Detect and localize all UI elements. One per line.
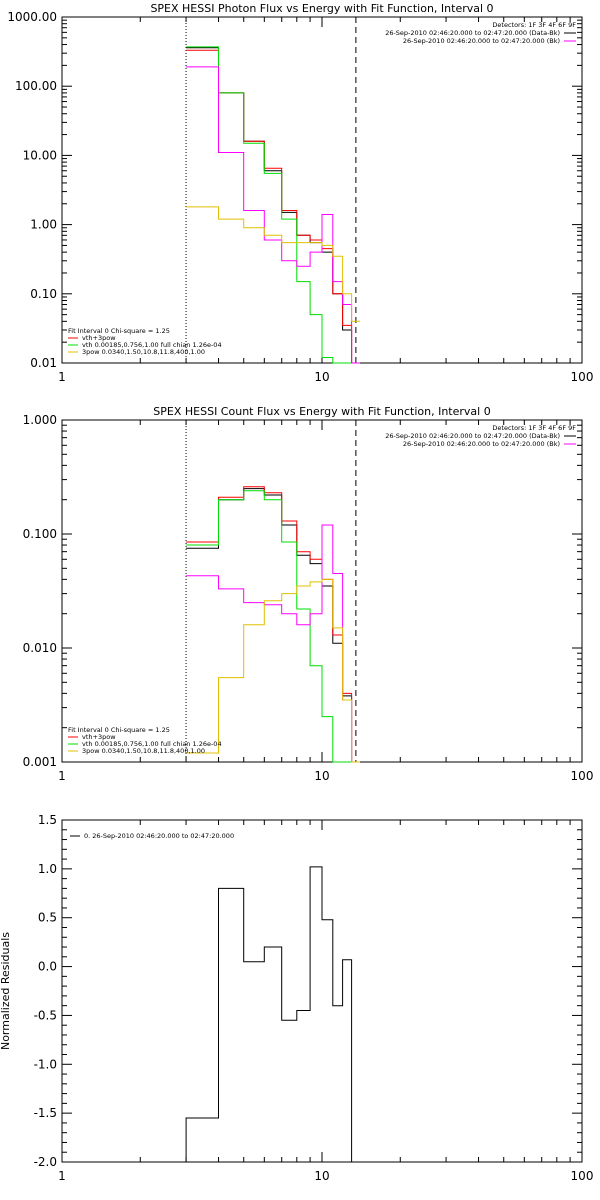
series-line xyxy=(186,47,360,364)
fit-label: Fit Interval 0 Chi-square = 1.25 xyxy=(68,327,170,335)
detectors-label: Detectors: 1F 3F 4F 6F 9F xyxy=(492,21,576,29)
y-tick-label: 1.5 xyxy=(38,813,57,827)
plot-frame xyxy=(61,16,583,364)
x-tick-label: 100 xyxy=(571,1169,594,1183)
y-tick-label: -2.0 xyxy=(34,1155,57,1169)
x-tick-label: 1 xyxy=(58,769,66,783)
fit-label: 3pow 0.0340,1.50,10.8,11.8,400,1.00 xyxy=(82,747,205,755)
series-line xyxy=(186,66,360,364)
y-axis-label: Normalized Residuals xyxy=(0,932,12,1050)
y-tick-label: 1.00 xyxy=(30,218,57,232)
y-tick-label: 0.01 xyxy=(30,356,57,370)
y-tick-label: -0.5 xyxy=(34,1008,57,1022)
fit-label: 3pow 0.0340,1.50,10.8,11.8,400,1.00 xyxy=(82,348,205,356)
series-line xyxy=(186,488,360,763)
series-line xyxy=(186,578,360,763)
y-tick-label: 0.5 xyxy=(38,911,57,925)
x-tick-label: 100 xyxy=(571,769,594,783)
y-tick-label: 1.0 xyxy=(38,862,57,876)
y-tick-label: 0.001 xyxy=(23,755,57,769)
series-line xyxy=(186,206,360,322)
legend-label: 0. 26-Sep-2010 02:46:20.000 to 02:47:20.… xyxy=(84,832,234,840)
series-line xyxy=(185,866,353,1162)
series-line xyxy=(186,46,360,364)
x-tick-label: 1 xyxy=(58,1169,66,1183)
y-tick-label: 0.010 xyxy=(23,641,57,655)
interval-label: 26-Sep-2010 02:46:20.000 to 02:47:20.000… xyxy=(403,37,560,45)
y-tick-label: 0.10 xyxy=(30,287,57,301)
fit-label: vth+3pow xyxy=(82,334,116,342)
y-tick-label: -1.0 xyxy=(34,1057,57,1071)
x-tick-label: 10 xyxy=(314,1169,329,1183)
fit-label: vth+3pow xyxy=(82,733,116,741)
fit-label: vth 0.00185,0.756,1.00 full chian 1.26e-… xyxy=(82,341,222,349)
y-tick-label: 1.000 xyxy=(23,413,57,427)
y-tick-label: -1.5 xyxy=(34,1106,57,1120)
y-tick-label: 1000.00 xyxy=(7,10,57,24)
series-line xyxy=(186,490,360,763)
y-tick-label: 0.100 xyxy=(23,527,57,541)
x-tick-label: 100 xyxy=(571,370,594,384)
interval-label: 26-Sep-2010 02:46:20.000 to 02:47:20.000… xyxy=(403,440,560,448)
y-tick-label: 0.0 xyxy=(38,960,57,974)
interval-label: 26-Sep-2010 02:46:20.000 to 02:47:20.000… xyxy=(385,29,560,37)
y-tick-label: 100.00 xyxy=(15,79,57,93)
series-line xyxy=(186,486,360,763)
x-tick-label: 10 xyxy=(314,769,329,783)
x-tick-label: 10 xyxy=(314,370,329,384)
chart-title: SPEX HESSI Count Flux vs Energy with Fit… xyxy=(153,405,490,418)
y-tick-label: 10.00 xyxy=(23,148,57,162)
detectors-label: Detectors: 1F 3F 4F 6F 9F xyxy=(492,424,576,432)
x-tick-label: 1 xyxy=(58,370,66,384)
fit-label: Fit Interval 0 Chi-square = 1.25 xyxy=(68,726,170,734)
fit-label: vth 0.00185,0.756,1.00 full chian 1.26e-… xyxy=(82,740,222,748)
interval-label: 26-Sep-2010 02:46:20.000 to 02:47:20.000… xyxy=(385,432,560,440)
chart-title: SPEX HESSI Photon Flux vs Energy with Fi… xyxy=(150,2,493,15)
